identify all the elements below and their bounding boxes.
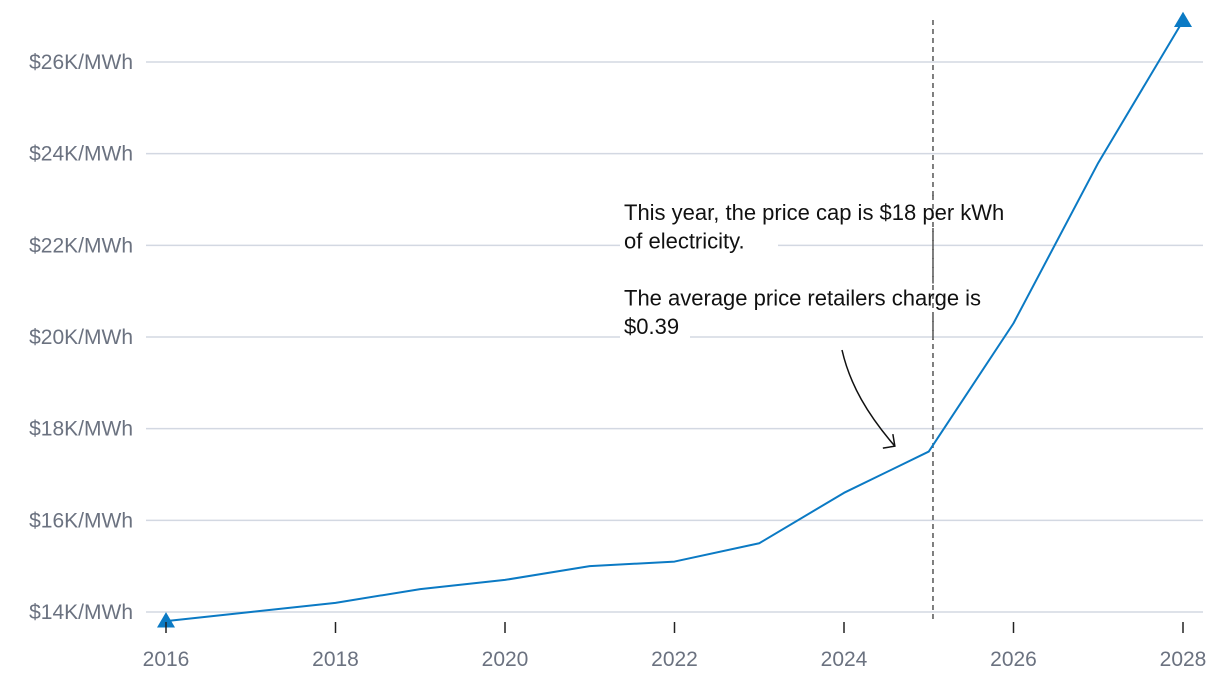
y-tick-label: $16K/MWh bbox=[29, 509, 133, 532]
annotation-line: The average price retailers charge is bbox=[624, 286, 981, 311]
x-tick-label: 2026 bbox=[990, 648, 1037, 671]
annotation-arrow bbox=[841, 349, 896, 447]
start-point-marker bbox=[157, 612, 175, 628]
end-point-marker bbox=[1174, 11, 1192, 28]
y-tick-label: $26K/MWh bbox=[29, 51, 133, 74]
y-tick-label: $22K/MWh bbox=[29, 234, 133, 257]
x-tick-label: 2028 bbox=[1160, 648, 1207, 671]
y-tick-label: $24K/MWh bbox=[29, 143, 133, 166]
x-tick-label: 2018 bbox=[312, 648, 359, 671]
series-layer bbox=[157, 11, 1192, 628]
axis-layer: $14K/MWh $16K/MWh $18K/MWh $20K/MWh $22K/MWh… bbox=[29, 51, 1206, 671]
y-tick-label: $18K/MWh bbox=[29, 418, 133, 441]
annotation-line: This year, the price cap is $18 per kWh bbox=[624, 200, 1004, 225]
x-tick-label: 2022 bbox=[651, 648, 698, 671]
annotation-line: $0.39 bbox=[624, 314, 679, 339]
series-line-0 bbox=[165, 20, 1184, 623]
annotation: This year, the price cap is $18 per kWh o… bbox=[620, 195, 1058, 449]
y-tick-label: $14K/MWh bbox=[29, 601, 133, 624]
y-tick-label: $20K/MWh bbox=[29, 326, 133, 349]
annotation-arrowhead bbox=[882, 434, 896, 449]
x-tick-label: 2024 bbox=[821, 648, 868, 671]
annotation-background bbox=[620, 312, 690, 342]
annotation-background bbox=[620, 226, 778, 257]
annotation-line: of electricity. bbox=[624, 229, 745, 254]
annotation-background bbox=[620, 198, 1058, 228]
annotation-background bbox=[620, 283, 1046, 314]
x-tick-label: 2016 bbox=[143, 648, 190, 671]
x-tick-label: 2020 bbox=[482, 648, 529, 671]
